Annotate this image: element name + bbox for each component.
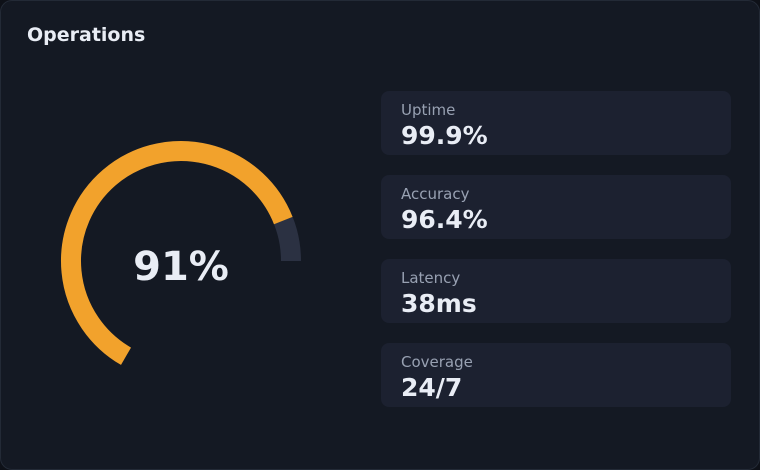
stat-value: 99.9% [401, 121, 488, 150]
stat-label: Latency [401, 269, 461, 287]
progress-gauge [61, 141, 301, 365]
stat-coverage: Coverage 24/7 [381, 343, 731, 407]
card-title: Operations [27, 24, 146, 46]
stat-label: Accuracy [401, 185, 470, 203]
gauge-value: 91% [133, 244, 229, 290]
stat-label: Coverage [401, 353, 473, 371]
gauge-fill [61, 141, 293, 365]
stat-value: 38ms [401, 289, 477, 318]
stat-accuracy: Accuracy 96.4% [381, 175, 731, 239]
stat-value: 24/7 [401, 373, 463, 402]
stat-value: 96.4% [401, 205, 488, 234]
stat-label: Uptime [401, 101, 456, 119]
stat-uptime: Uptime 99.9% [381, 91, 731, 155]
stat-latency: Latency 38ms [381, 259, 731, 323]
